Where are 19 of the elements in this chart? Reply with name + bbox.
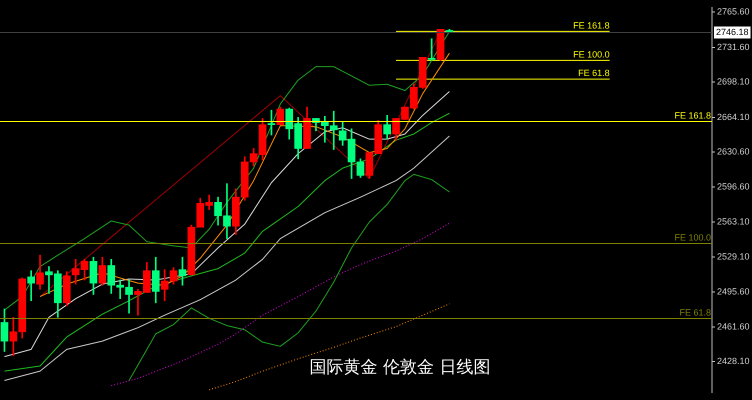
series-label: FE 100.0 <box>573 49 610 60</box>
ref-line-label: 2746.18 <box>716 26 749 37</box>
ref-line-label: FE 100.0 <box>674 232 711 242</box>
y-tick-label: 2596.60 <box>717 182 750 192</box>
y-tick-label: 2698.10 <box>717 76 750 87</box>
y-tick-label: 2563.10 <box>717 216 750 226</box>
series-label: FE 161.8 <box>573 20 610 30</box>
y-tick-label: 2428.10 <box>717 356 750 366</box>
y-tick-label: 2630.60 <box>717 146 750 156</box>
ref-line-label: FE 61.8 <box>679 307 711 318</box>
y-tick-label: 2461.60 <box>717 322 750 332</box>
series-label: FE 61.8 <box>578 68 610 78</box>
ref-line-label: FE 161.8 <box>674 110 711 120</box>
y-tick-label: 2731.60 <box>717 42 750 52</box>
y-tick-label: 2495.60 <box>717 286 750 296</box>
y-tick-label: 2529.10 <box>717 252 750 262</box>
text: 国际黄金 伦敦金 日线图 <box>310 357 490 378</box>
y-tick-label: 2664.10 <box>717 112 750 122</box>
y-tick-label: 2765.60 <box>717 6 750 17</box>
